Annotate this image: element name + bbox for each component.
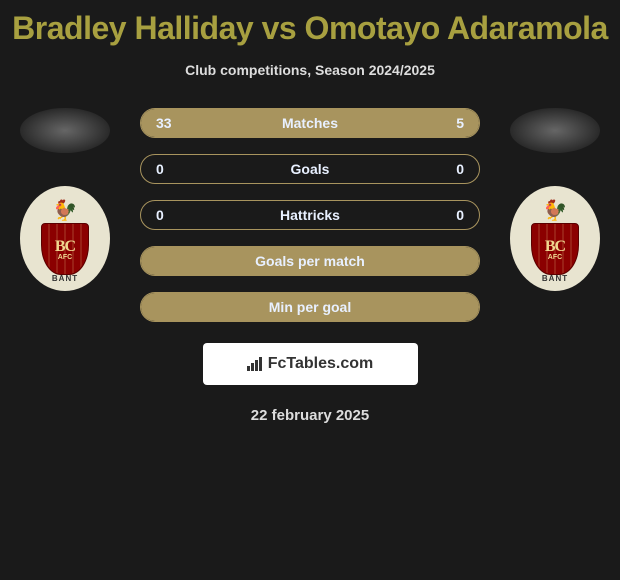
player-left-column: 🐓 BC AFC BANT: [10, 108, 120, 293]
stat-row: 0 Goals 0: [140, 154, 480, 184]
stat-row: Min per goal: [140, 292, 480, 322]
branding-box[interactable]: FcTables.com: [203, 343, 418, 385]
stat-row: Goals per match: [140, 246, 480, 276]
stat-row: 0 Hattricks 0: [140, 200, 480, 230]
brand-text: FcTables.com: [268, 355, 374, 373]
rooster-icon: 🐓: [543, 201, 568, 221]
stat-left-value: 33: [156, 115, 172, 131]
comparison-date: 22 february 2025: [0, 407, 620, 424]
comparison-content: 🐓 BC AFC BANT 33 Matches 5 0 Goals 0 0 Hattrick…: [0, 108, 620, 338]
badge-label: BANT: [52, 274, 78, 283]
chart-icon: [247, 357, 262, 371]
stat-right-value: 0: [456, 207, 464, 223]
stat-left-value: 0: [156, 161, 164, 177]
club-badge-right: 🐓 BC AFC BANT: [508, 183, 603, 293]
stat-label: Goals per match: [255, 253, 365, 269]
stats-container: 33 Matches 5 0 Goals 0 0 Hattricks 0 Goals per ma…: [125, 108, 495, 338]
player-left-avatar: [20, 108, 110, 153]
stat-right-value: 5: [456, 115, 464, 131]
player-right-avatar: [510, 108, 600, 153]
club-badge-left: 🐓 BC AFC BANT: [18, 183, 113, 293]
stat-left-value: 0: [156, 207, 164, 223]
stat-label: Goals: [291, 161, 330, 177]
stat-label: Min per goal: [269, 299, 351, 315]
stat-right-value: 0: [456, 161, 464, 177]
comparison-subtitle: Club competitions, Season 2024/2025: [0, 62, 620, 78]
stat-row: 33 Matches 5: [140, 108, 480, 138]
stat-label: Matches: [282, 115, 338, 131]
player-right-column: 🐓 BC AFC BANT: [500, 108, 610, 293]
badge-label: BANT: [542, 274, 568, 283]
rooster-icon: 🐓: [53, 201, 78, 221]
stat-label: Hattricks: [280, 207, 340, 223]
comparison-title: Bradley Halliday vs Omotayo Adaramola: [0, 0, 620, 47]
